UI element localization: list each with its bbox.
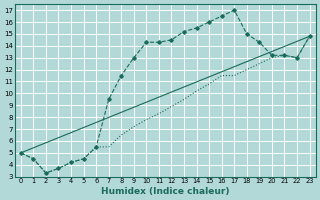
X-axis label: Humidex (Indice chaleur): Humidex (Indice chaleur) [101, 187, 229, 196]
